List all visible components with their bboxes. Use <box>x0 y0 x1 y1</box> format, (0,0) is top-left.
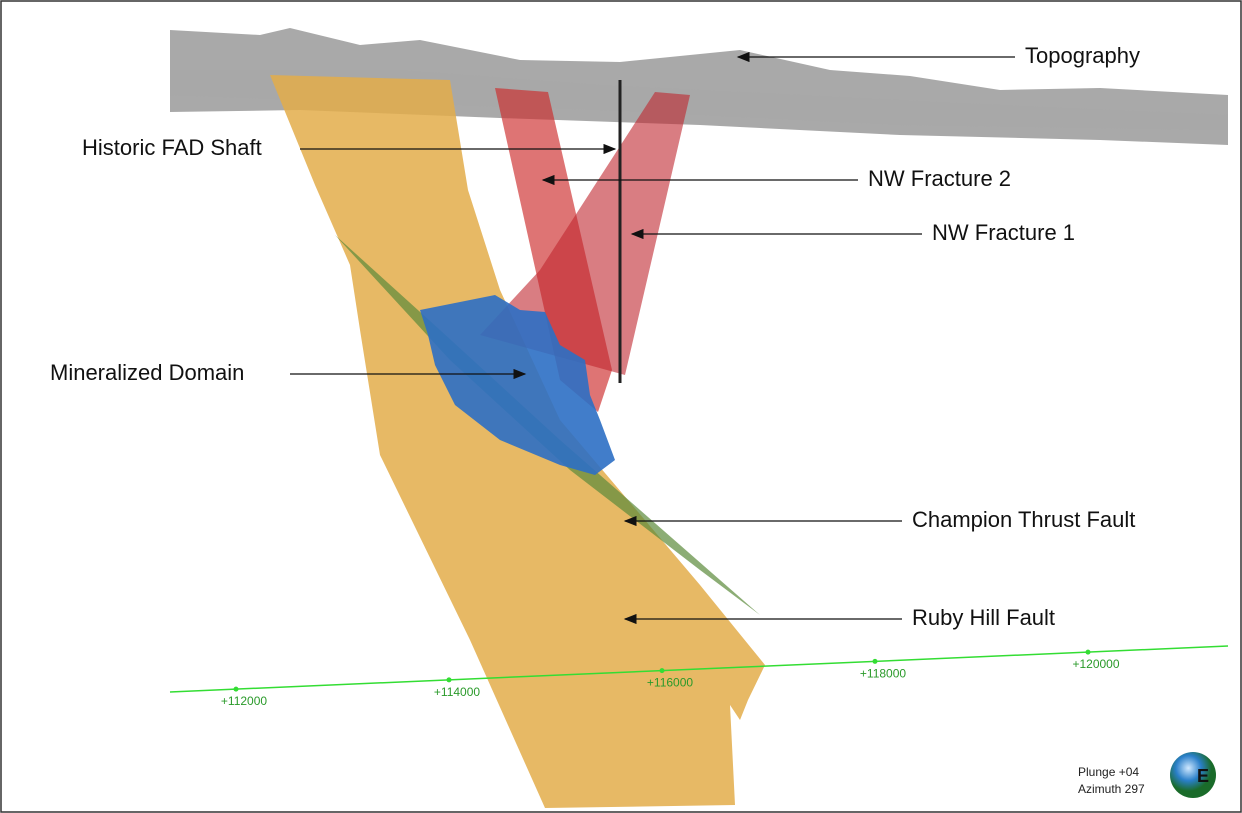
section-tick <box>872 658 878 664</box>
label: Mineralized Domain <box>50 360 244 385</box>
section-tick <box>233 686 239 692</box>
label: Champion Thrust Fault <box>912 507 1135 532</box>
section-tick-label: +120000 <box>1072 657 1119 671</box>
section-tick-label: +116000 <box>647 676 693 690</box>
section-tick <box>1085 649 1091 655</box>
callouts: Topography Historic FAD Shaft NW Fractur… <box>50 43 1140 630</box>
label: Ruby Hill Fault <box>912 605 1055 630</box>
label: Topography <box>1025 43 1140 68</box>
mineralized-domain <box>420 295 615 475</box>
label: Historic FAD Shaft <box>82 135 262 160</box>
azimuth: Azimuth 297 <box>1078 782 1145 796</box>
section-tick-label: +118000 <box>860 666 906 680</box>
section-line <box>169 645 1229 693</box>
label: NW Fracture 2 <box>868 166 1011 191</box>
section-tick-label: +114000 <box>434 685 480 699</box>
compass-letter: E <box>1197 766 1209 786</box>
plunge: Plunge +04 <box>1078 765 1139 779</box>
section-tick-label: +112000 <box>221 694 267 708</box>
label: NW Fracture 1 <box>932 220 1075 245</box>
section-tick <box>659 668 665 674</box>
orientation-globe <box>1170 752 1216 798</box>
section-tick <box>446 677 452 683</box>
nw-fracture-1 <box>480 92 690 375</box>
